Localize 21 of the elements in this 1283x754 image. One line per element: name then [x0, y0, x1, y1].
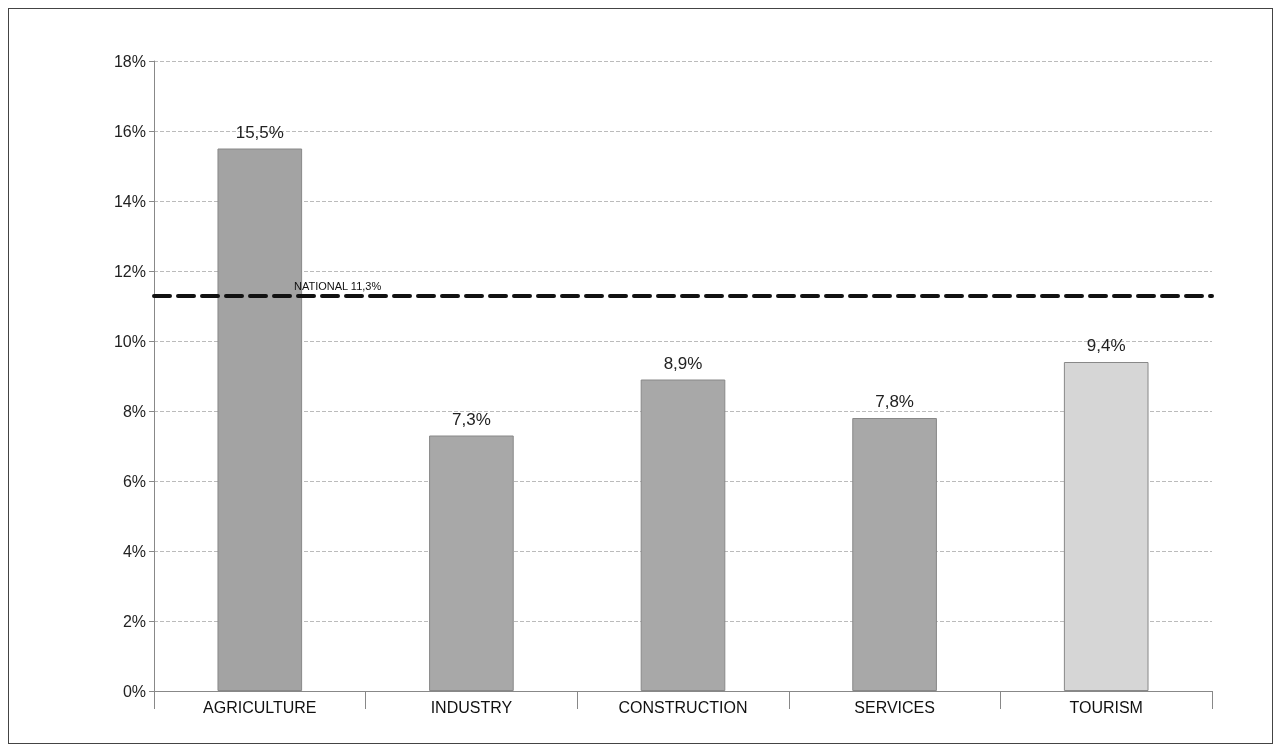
y-tick-label: 18% — [113, 52, 146, 70]
data-label: 15,5% — [235, 122, 284, 142]
x-tick-label: AGRICULTURE — [203, 698, 317, 716]
data-label: 9,4% — [1086, 336, 1126, 355]
y-tick-label: 8% — [122, 402, 146, 420]
data-label: 7,8% — [875, 392, 914, 411]
x-tick-label: SERVICES — [854, 698, 935, 716]
y-tick-label: 14% — [113, 192, 146, 210]
y-tick-label: 4% — [122, 542, 146, 560]
y-tick-label: 2% — [122, 612, 146, 630]
y-tick-label: 0% — [122, 682, 146, 700]
y-tick-label: 6% — [122, 472, 146, 490]
x-tick-label: TOURISM — [1069, 698, 1143, 716]
y-tick-label: 10% — [113, 332, 146, 350]
x-tick-label: INDUSTRY — [430, 698, 513, 716]
x-tick-label: CONSTRUCTION — [618, 698, 748, 716]
y-tick-label: 12% — [113, 262, 146, 280]
ref-line-label: NATIONAL 11,3% — [294, 280, 382, 292]
data-label: 7,3% — [452, 409, 491, 429]
data-label: 8,9% — [663, 353, 703, 373]
y-tick-label: 16% — [113, 122, 146, 140]
